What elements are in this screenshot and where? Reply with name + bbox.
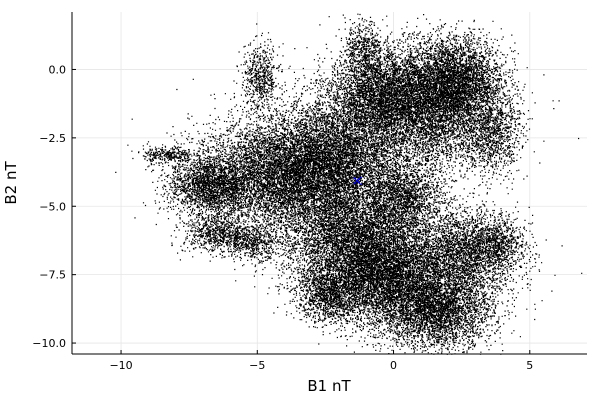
tick-labels: −10 −5 0 5 0.0 −2.5 −5.0 −7.5 −10.0 bbox=[32, 63, 533, 372]
y-tick-label: −7.5 bbox=[39, 269, 66, 282]
x-axis-label: B1 nT bbox=[307, 377, 351, 395]
scatter-series bbox=[115, 13, 583, 355]
y-tick-label: 0.0 bbox=[49, 63, 67, 76]
grid-lines bbox=[72, 12, 587, 354]
y-tick-label: −2.5 bbox=[39, 132, 66, 145]
center-marker: × bbox=[350, 171, 363, 189]
y-axis-label: B2 nT bbox=[2, 161, 20, 205]
y-tick-label: −5.0 bbox=[39, 200, 66, 213]
x-tick-label: −5 bbox=[249, 359, 265, 372]
center-x-marker: × bbox=[350, 171, 363, 189]
x-tick-label: 0 bbox=[390, 359, 397, 372]
x-tick-label: 5 bbox=[526, 359, 533, 372]
y-tick-label: −10.0 bbox=[32, 337, 66, 350]
axes bbox=[71, 12, 587, 355]
scatter-points bbox=[115, 13, 583, 355]
x-tick-label: −10 bbox=[109, 359, 132, 372]
